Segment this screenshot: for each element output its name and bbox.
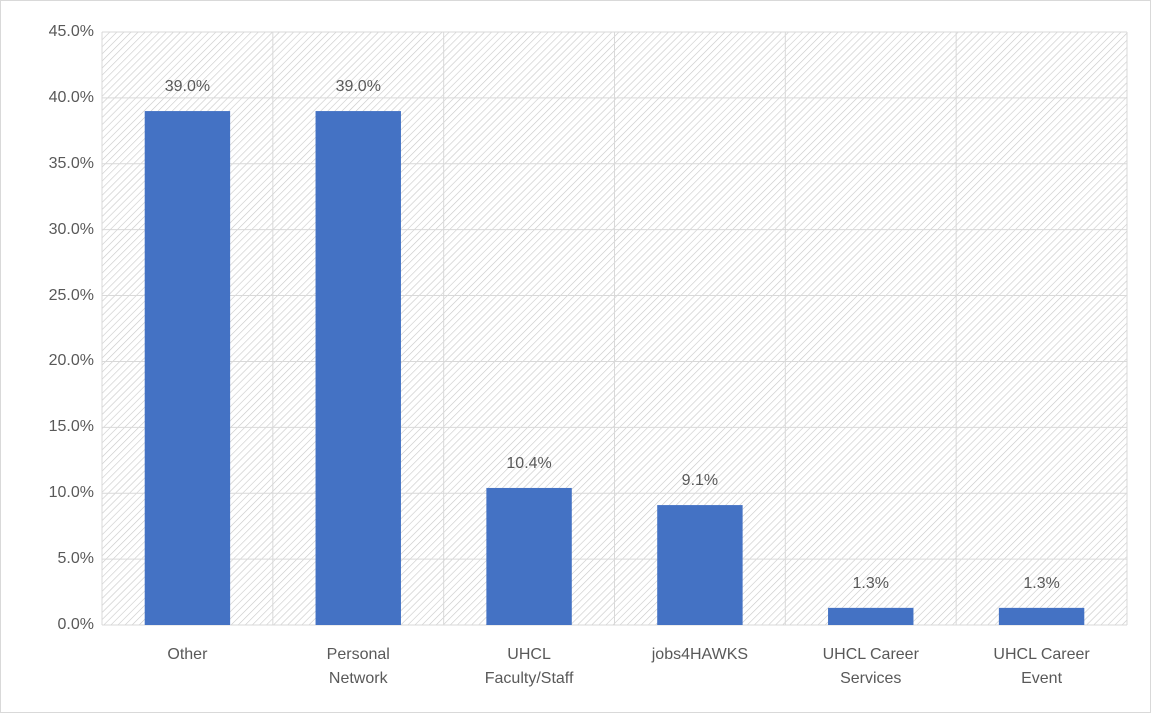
data-label: 9.1% bbox=[681, 472, 719, 490]
data-label: 10.4% bbox=[506, 454, 552, 472]
y-tick-label: 25.0% bbox=[48, 286, 94, 304]
bar bbox=[657, 505, 743, 625]
y-tick-label: 40.0% bbox=[48, 88, 94, 106]
x-tick-label: UHCL Career Services bbox=[822, 646, 919, 687]
data-label: 39.0% bbox=[164, 78, 211, 96]
bar bbox=[144, 111, 231, 626]
x-tick-label: jobs4HAWKS bbox=[651, 646, 749, 663]
y-tick-label: 0.0% bbox=[57, 616, 94, 633]
data-label: 1.3% bbox=[1023, 574, 1060, 592]
bar bbox=[828, 607, 914, 625]
x-tick-label: Other bbox=[167, 646, 208, 663]
bar bbox=[486, 487, 572, 625]
data-label: 39.0% bbox=[335, 78, 381, 96]
y-tick-label: 10.0% bbox=[48, 484, 94, 502]
y-tick-label: 5.0% bbox=[57, 550, 94, 568]
y-tick-label: 15.0% bbox=[48, 418, 94, 436]
data-label: 1.3% bbox=[852, 574, 889, 592]
x-tick-label: UHCL Career Event bbox=[993, 646, 1090, 687]
x-tick-label: Personal Network bbox=[326, 646, 390, 687]
y-tick-label: 35.0% bbox=[48, 154, 94, 172]
y-tick-label: 20.0% bbox=[48, 352, 94, 370]
bar bbox=[998, 607, 1085, 625]
y-tick-label: 45.0% bbox=[48, 23, 94, 40]
y-tick-label: 30.0% bbox=[48, 220, 94, 238]
bar bbox=[315, 111, 401, 626]
x-tick-label: UHCL Faculty/Staff bbox=[484, 646, 574, 687]
